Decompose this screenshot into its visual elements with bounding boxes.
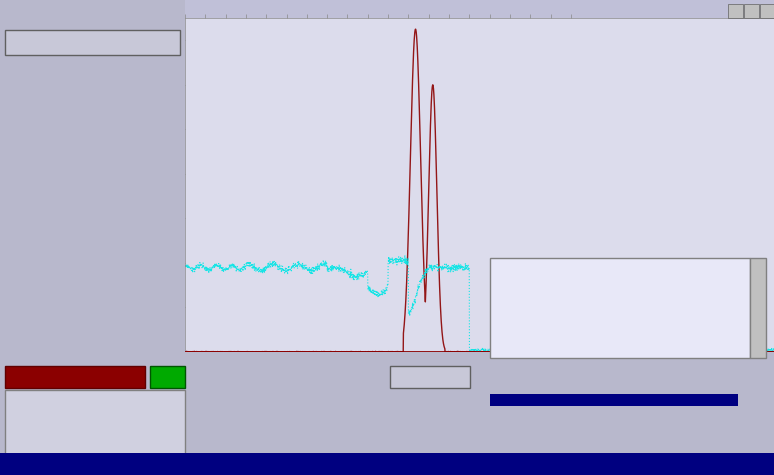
Text: ×: × — [763, 6, 771, 16]
Text: 29AG: 29AG — [416, 372, 444, 382]
Text: iqelouore qoue: 1342: iqelouore qoue: 1342 — [510, 424, 607, 433]
Text: C080 POP: C080 POP — [494, 396, 536, 405]
Text: B0133 Bb1: B0133 Bb1 — [494, 444, 540, 453]
Text: C080: C080 — [510, 449, 533, 458]
Text: coumine yunqleis: coumine yunqleis — [26, 372, 123, 382]
Text: C213 Bb1: C213 Bb1 — [494, 383, 535, 392]
Text: BOB: BOB — [65, 428, 125, 452]
Text: _: _ — [732, 6, 738, 16]
Text: ▲: ▲ — [754, 357, 762, 367]
Text: C021 Bb1: C021 Bb1 — [494, 419, 535, 428]
Text: liweziwe: 800.0 s: liweziwe: 800.0 s — [510, 437, 587, 446]
Text: □: □ — [746, 6, 755, 16]
Text: ▼: ▼ — [754, 447, 762, 457]
Text: BackBlonuq Bb1: BackBlonuq Bb1 — [494, 431, 563, 440]
Text: EXF BOB: EXF BOB — [65, 37, 119, 47]
Text: D:/beiev/BOB 0.22: D:/beiev/BOB 0.22 — [700, 457, 774, 466]
Text: C213 POP: C213 POP — [494, 371, 536, 380]
Text: C080 Bb1: C080 Bb1 — [494, 408, 535, 417]
Text: EH25 Bb1: EH25 Bb1 — [494, 360, 536, 369]
Text: EXF BOB: EXF BOB — [65, 37, 119, 47]
Text: VCO: VCO — [156, 372, 179, 382]
Text: Widgetq Lectors - BOB Zbeciq Dicovelh Zhslew: Widgetq Lectors - BOB Zbeciq Dicovelh Zh… — [258, 458, 516, 468]
